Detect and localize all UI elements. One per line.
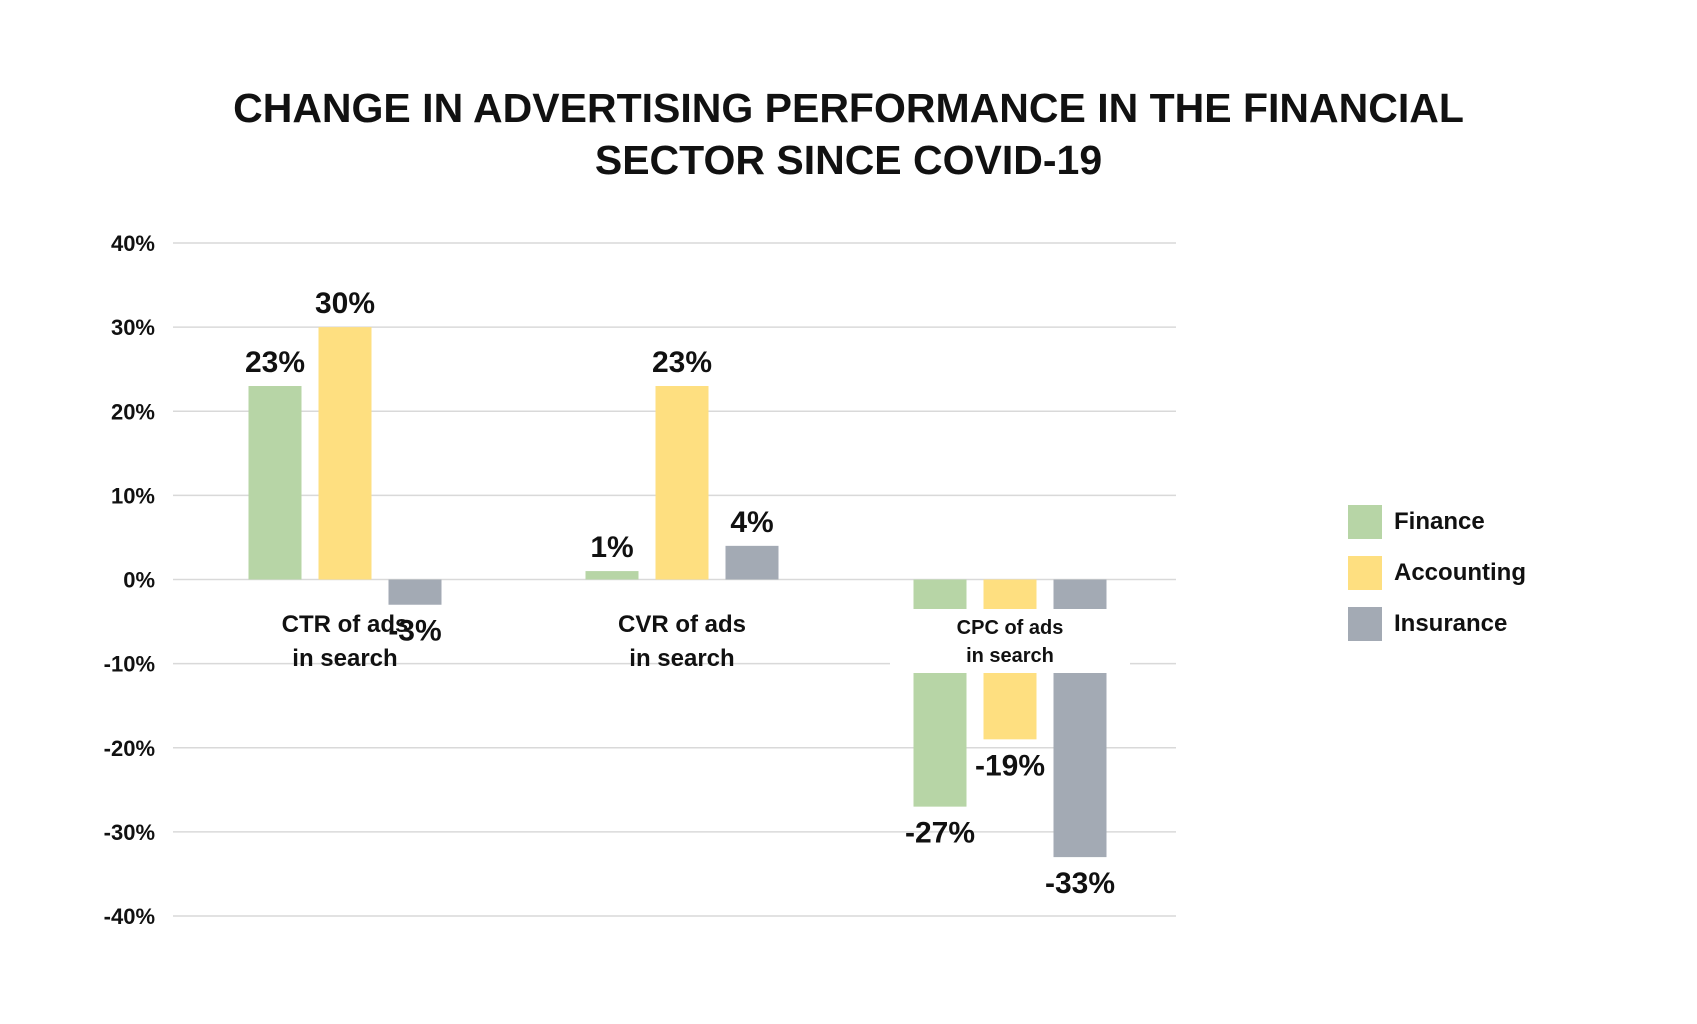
data-label: -3%: [388, 615, 441, 648]
bar-finance: [248, 386, 302, 580]
legend-swatch-insurance: [1348, 607, 1382, 641]
y-tick-label: -30%: [104, 820, 155, 845]
bar-finance: [585, 571, 639, 580]
bar-accounting: [318, 327, 372, 580]
y-tick-label: -40%: [104, 904, 155, 929]
chart-title-line1: CHANGE IN ADVERTISING PERFORMANCE IN THE…: [233, 85, 1464, 131]
data-label: 23%: [245, 346, 305, 379]
data-label: 23%: [652, 346, 712, 379]
bar-insurance: [388, 579, 442, 605]
y-tick-label: -10%: [104, 652, 155, 677]
bar-insurance: [725, 545, 779, 580]
chart-title: CHANGE IN ADVERTISING PERFORMANCE IN THE…: [0, 82, 1697, 186]
chart-title-line2: SECTOR SINCE COVID-19: [594, 137, 1103, 183]
data-label: 30%: [315, 287, 375, 320]
data-label: -19%: [975, 749, 1045, 782]
data-label: 4%: [730, 506, 773, 539]
data-label: 1%: [590, 531, 633, 564]
legend-label-finance: Finance: [1394, 508, 1485, 535]
legend-label-insurance: Insurance: [1394, 610, 1508, 637]
y-tick-label: -20%: [104, 736, 155, 761]
category-label: CVR of ads: [618, 611, 746, 638]
y-tick-label: 20%: [111, 399, 155, 424]
y-tick-label: 30%: [111, 315, 155, 340]
data-label: -27%: [905, 817, 975, 850]
legend-item-accounting: Accounting: [1348, 556, 1526, 590]
legend-item-insurance: Insurance: [1348, 607, 1526, 641]
legend-label-accounting: Accounting: [1394, 559, 1526, 586]
category-label: CTR of ads: [282, 611, 409, 638]
category-label: in search: [629, 645, 734, 672]
legend-swatch-finance: [1348, 505, 1382, 539]
y-tick-label: 0%: [123, 568, 155, 593]
y-tick-label: 10%: [111, 483, 155, 508]
bar-accounting: [655, 386, 709, 580]
category-label: CPC of ads: [957, 617, 1064, 639]
data-label: -33%: [1045, 867, 1115, 900]
category-label: in search: [966, 645, 1054, 667]
category-label: in search: [292, 645, 397, 672]
legend-item-finance: Finance: [1348, 505, 1526, 539]
category-label-background: [890, 609, 1130, 673]
legend-swatch-accounting: [1348, 556, 1382, 590]
y-tick-label: 40%: [111, 231, 155, 256]
legend: Finance Accounting Insurance: [1348, 505, 1526, 658]
